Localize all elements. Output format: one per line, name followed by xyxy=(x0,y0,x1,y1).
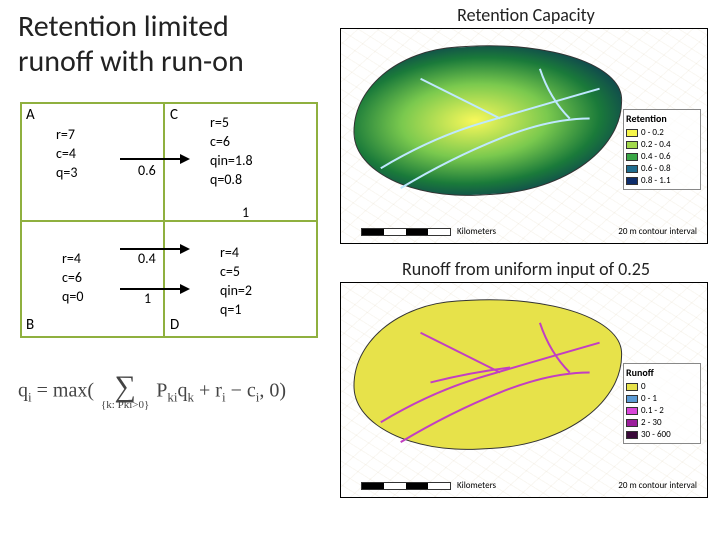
runoff-scalebar: Kilometers xyxy=(361,480,496,491)
equation: qi = max( ∑ {k: Pki>0} Pkiqk + ri − ci, … xyxy=(18,373,286,411)
scalebar-segments-2 xyxy=(361,482,451,490)
legend-label: 0 - 0.2 xyxy=(641,127,664,138)
cell-C-text: r=5 c=6 qin=1.8 q=0.8 xyxy=(210,114,253,190)
legend-swatch xyxy=(626,419,638,427)
cell-A-text: r=7 c=4 q=3 xyxy=(56,126,77,183)
cell-A-label: A xyxy=(26,106,35,124)
grid-h-divider xyxy=(20,220,318,222)
title-line2: runoff with run-on xyxy=(18,43,244,80)
eq-tail3: , 0) xyxy=(259,380,286,402)
eq-q: q xyxy=(178,380,188,402)
cell-D-text: r=4 c=5 qin=2 q=1 xyxy=(220,244,252,320)
slide-title: Retention limited runoff with run-on xyxy=(18,10,244,79)
retention-scalebar: Kilometers xyxy=(361,226,496,237)
arrow-AC-label: 0.6 xyxy=(138,162,156,179)
legend-swatch xyxy=(626,407,638,415)
legend-swatch xyxy=(626,431,638,439)
legend-swatch xyxy=(626,165,638,173)
legend-row: 30 - 600 xyxy=(626,429,698,440)
legend-row: 0 - 0.2 xyxy=(626,127,698,138)
legend-label: 0.8 - 1.1 xyxy=(641,175,671,186)
cell-grid: A r=7 c=4 q=3 C r=5 c=6 qin=1.8 q=0.8 B … xyxy=(20,102,318,338)
legend-swatch xyxy=(626,153,638,161)
legend-row: 0.8 - 1.1 xyxy=(626,175,698,186)
cell-B-label: B xyxy=(26,316,34,334)
legend-label: 0.1 - 2 xyxy=(641,405,664,416)
legend-label: 0.4 - 0.6 xyxy=(641,151,671,162)
legend-row: 0.1 - 2 xyxy=(626,405,698,416)
runoff-legend: Runoff 00 - 10.1 - 22 - 3030 - 600 xyxy=(623,363,701,444)
legend-row: 0 - 1 xyxy=(626,393,698,404)
legend-swatch xyxy=(626,177,638,185)
eq-Psub: ki xyxy=(167,390,177,405)
legend-swatch xyxy=(626,129,638,137)
legend-row: 0.6 - 0.8 xyxy=(626,163,698,174)
eq-P: P xyxy=(156,380,167,402)
retention-title: Retention Capacity xyxy=(340,4,712,26)
cell-D-label: D xyxy=(170,316,179,334)
legend-row: 2 - 30 xyxy=(626,417,698,428)
runoff-map: Runoff 00 - 10.1 - 22 - 3030 - 600 Kilom… xyxy=(340,282,708,498)
legend-row: 0.2 - 0.4 xyxy=(626,139,698,150)
arrow-BD-upper-label: 0.4 xyxy=(138,250,156,267)
eq-eq: = max( xyxy=(32,380,94,402)
eq-lhs: q xyxy=(18,380,28,402)
cell-C-label: C xyxy=(170,106,178,124)
retention-contour-note: 20 m contour interval xyxy=(618,226,697,237)
retention-scale-unit: Kilometers xyxy=(457,226,496,237)
eq-tail2: − c xyxy=(226,380,256,402)
sigma-lower: {k: Pki>0} xyxy=(101,400,149,411)
retention-legend: Retention 0 - 0.20.2 - 0.40.4 - 0.60.6 -… xyxy=(623,109,701,190)
legend-label: 0 - 1 xyxy=(641,393,657,404)
cell-B-text: r=4 c=6 q=0 xyxy=(62,250,83,307)
runoff-legend-title: Runoff xyxy=(626,366,698,379)
legend-swatch xyxy=(626,383,638,391)
runoff-scale-unit: Kilometers xyxy=(457,480,496,491)
runoff-title: Runoff from uniform input of 0.25 xyxy=(340,258,712,280)
arrow-BD-lower-label: 1 xyxy=(144,290,151,307)
title-line1: Retention limited xyxy=(18,8,229,45)
legend-row: 0 xyxy=(626,381,698,392)
eq-tail: + r xyxy=(194,380,222,402)
legend-label: 0 xyxy=(641,381,646,392)
legend-label: 30 - 600 xyxy=(641,429,671,440)
arrow-CD-label: 1 xyxy=(242,204,249,221)
legend-label: 0.6 - 0.8 xyxy=(641,163,671,174)
retention-map: Retention 0 - 0.20.2 - 0.40.4 - 0.60.6 -… xyxy=(340,28,708,244)
legend-label: 2 - 30 xyxy=(641,417,662,428)
legend-label: 0.2 - 0.4 xyxy=(641,139,671,150)
grid-v-divider xyxy=(163,102,165,338)
legend-swatch xyxy=(626,395,638,403)
runoff-contour-note: 20 m contour interval xyxy=(618,480,697,491)
retention-legend-title: Retention xyxy=(626,112,698,125)
legend-swatch xyxy=(626,141,638,149)
maps-column: Retention Capacity Retention 0 - 0.20.2 … xyxy=(340,4,712,498)
sigma-block: ∑ {k: Pki>0} xyxy=(101,373,149,411)
legend-row: 0.4 - 0.6 xyxy=(626,151,698,162)
scalebar-segments xyxy=(361,228,451,236)
